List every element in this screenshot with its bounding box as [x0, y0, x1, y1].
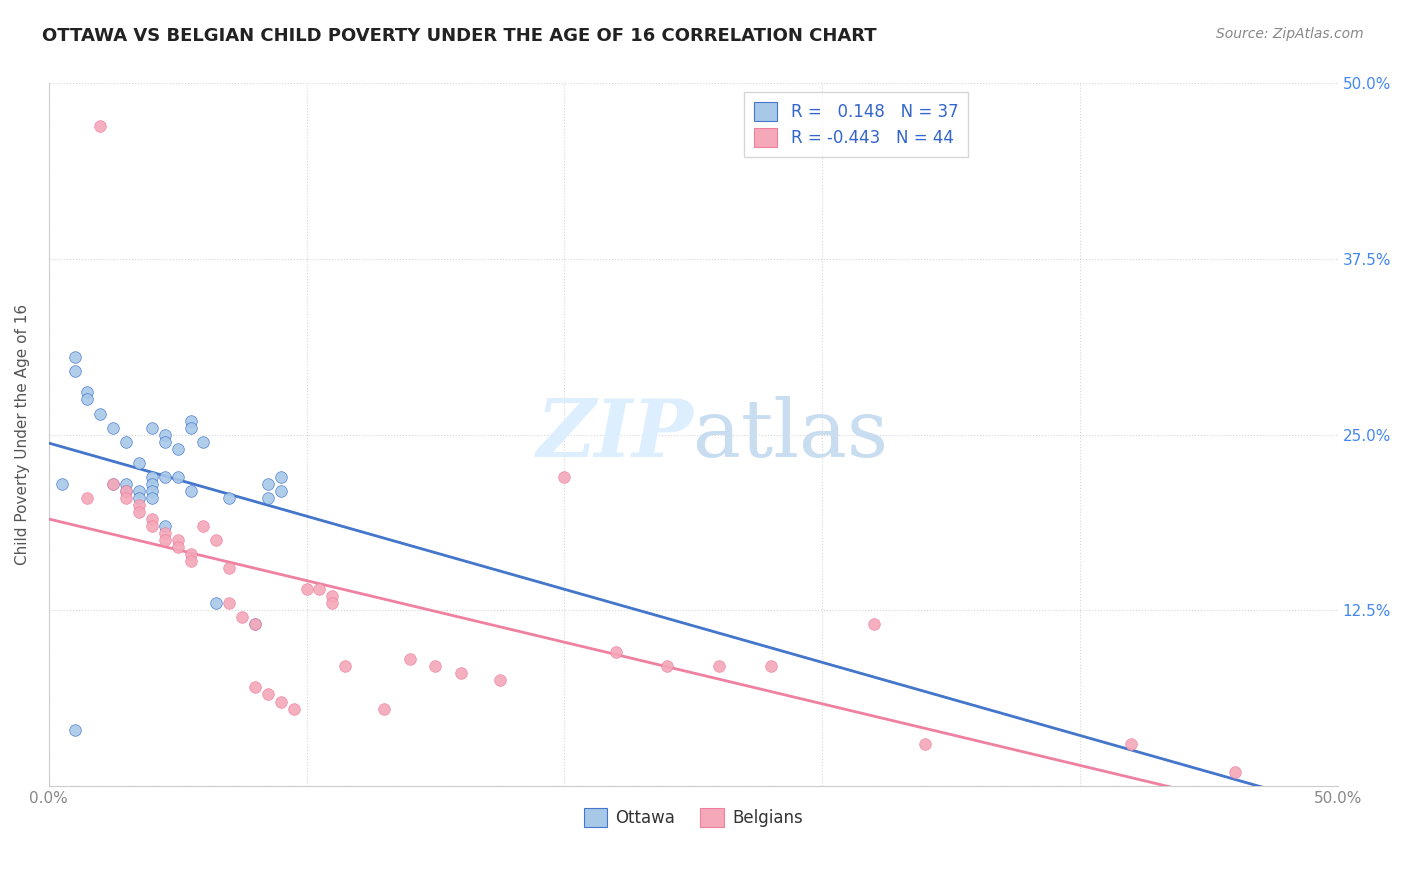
Point [321, 589, 343, 603]
Point [553, 469, 575, 483]
Text: OTTAWA VS BELGIAN CHILD POVERTY UNDER THE AGE OF 16 CORRELATION CHART: OTTAWA VS BELGIAN CHILD POVERTY UNDER TH… [42, 27, 877, 45]
Point [180, 420, 202, 434]
Point [335, 659, 357, 673]
Point [243, 617, 266, 632]
Point [180, 554, 202, 568]
Point [128, 491, 150, 505]
Point [153, 533, 176, 547]
Point [270, 694, 292, 708]
Point [193, 519, 215, 533]
Point [103, 420, 125, 434]
Point [1121, 737, 1143, 751]
Point [153, 434, 176, 449]
Point [914, 737, 936, 751]
Point [166, 533, 188, 547]
Point [218, 561, 240, 575]
Point [707, 659, 730, 673]
Point [128, 498, 150, 512]
Point [243, 617, 266, 632]
Point [489, 673, 512, 688]
Point [63, 364, 86, 378]
Point [63, 723, 86, 737]
Point [295, 582, 318, 596]
Point [605, 645, 627, 659]
Point [270, 469, 292, 483]
Point [141, 476, 163, 491]
Point [153, 525, 176, 540]
Point [205, 533, 228, 547]
Point [115, 434, 138, 449]
Point [128, 456, 150, 470]
Text: atlas: atlas [693, 396, 889, 474]
Point [51, 476, 73, 491]
Text: Source: ZipAtlas.com: Source: ZipAtlas.com [1216, 27, 1364, 41]
Point [180, 413, 202, 427]
Point [153, 427, 176, 442]
Point [657, 659, 679, 673]
Point [218, 491, 240, 505]
Point [231, 610, 253, 624]
Point [76, 491, 98, 505]
Point [141, 491, 163, 505]
Point [180, 483, 202, 498]
Point [398, 652, 420, 666]
Point [141, 519, 163, 533]
Point [257, 476, 280, 491]
Point [450, 666, 472, 681]
Point [153, 519, 176, 533]
Point [218, 596, 240, 610]
Point [76, 385, 98, 400]
Point [257, 491, 280, 505]
Y-axis label: Child Poverty Under the Age of 16: Child Poverty Under the Age of 16 [15, 304, 30, 566]
Point [115, 483, 138, 498]
Point [205, 596, 228, 610]
Point [128, 483, 150, 498]
Point [141, 483, 163, 498]
Point [141, 469, 163, 483]
Point [257, 688, 280, 702]
Point [283, 701, 305, 715]
Point [1223, 764, 1246, 779]
Point [166, 442, 188, 456]
Point [115, 491, 138, 505]
Point [180, 547, 202, 561]
Point [115, 476, 138, 491]
Point [270, 483, 292, 498]
Point [166, 469, 188, 483]
Point [141, 512, 163, 526]
Point [103, 476, 125, 491]
Point [243, 681, 266, 695]
Point [166, 540, 188, 554]
Point [153, 469, 176, 483]
Point [759, 659, 782, 673]
Point [141, 420, 163, 434]
Point [128, 505, 150, 519]
Point [425, 659, 447, 673]
Point [862, 617, 884, 632]
Point [89, 407, 111, 421]
Point [115, 483, 138, 498]
Point [89, 119, 111, 133]
Point [308, 582, 330, 596]
Point [76, 392, 98, 407]
Point [63, 351, 86, 365]
Text: ZIP: ZIP [536, 396, 693, 474]
Point [373, 701, 395, 715]
Point [193, 434, 215, 449]
Point [321, 596, 343, 610]
Legend: Ottawa, Belgians: Ottawa, Belgians [576, 801, 810, 834]
Point [103, 476, 125, 491]
